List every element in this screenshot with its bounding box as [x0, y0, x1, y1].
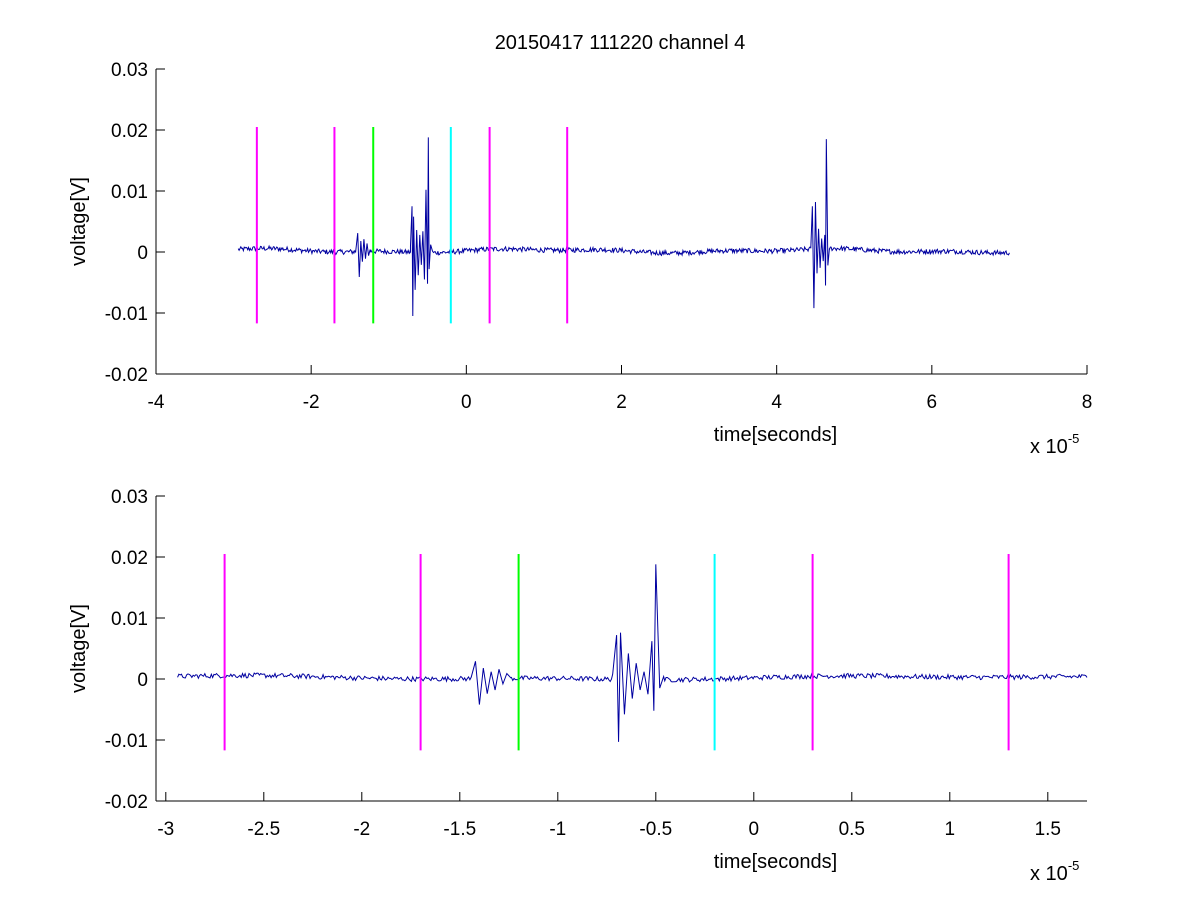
bottom-x-tick-label: -1	[549, 819, 566, 840]
bottom-x-tick-label: 0.5	[839, 819, 865, 840]
figure-title: 20150417 111220 channel 4	[495, 32, 746, 54]
axes-bottom: -3 -2.5 -2 -1.5 -1 -0.5 0 0.5 1 1.5 -0.02 -0.01 0 0.0…	[68, 487, 1088, 885]
bottom-x-axis-label: time[seconds]	[714, 851, 837, 873]
axes-top: -4 -2 0 2 4 6 8 -0.02 -0.01 0 0.01 0.02 0.03 time[sec…	[68, 60, 1092, 458]
top-y-tick-label: 0.02	[111, 121, 148, 142]
top-x-tick-label: -2	[303, 392, 320, 413]
top-signal-trace	[237, 137, 1010, 317]
top-x-tick-label: 2	[616, 392, 627, 413]
top-y-tick-label: 0	[137, 243, 148, 264]
bottom-x-tick-label: -2.5	[247, 819, 280, 840]
bottom-y-tick-label: 0.03	[111, 487, 148, 508]
bottom-signal-trace	[177, 564, 1088, 742]
top-y-tick-label: -0.02	[105, 365, 148, 386]
bottom-x-tick-label: 0	[749, 819, 760, 840]
bottom-x-tick-label: -2	[353, 819, 370, 840]
bottom-x-tick-label: 1	[945, 819, 956, 840]
top-x-axis-label: time[seconds]	[714, 424, 837, 446]
top-y-tick-label: -0.01	[105, 304, 148, 325]
top-x-multiplier-exponent: -5	[1068, 431, 1080, 446]
top-x-multiplier: x 10-5	[1030, 431, 1079, 458]
bottom-y-tick-label: 0.01	[111, 609, 148, 630]
bottom-y-axis-label: voltage[V]	[68, 604, 90, 693]
bottom-x-tick-label: 1.5	[1035, 819, 1061, 840]
bottom-y-tick-label: 0	[137, 670, 148, 691]
bottom-x-multiplier-exponent: -5	[1068, 858, 1080, 873]
bottom-x-multiplier-base: x 10	[1030, 863, 1068, 885]
top-y-tick-label: 0.01	[111, 182, 148, 203]
top-x-tick-label: 0	[461, 392, 472, 413]
top-x-tick-label: -4	[148, 392, 165, 413]
top-x-tick-label: 6	[927, 392, 938, 413]
top-y-axis-label: voltage[V]	[68, 177, 90, 266]
bottom-x-tick-label: -1.5	[443, 819, 476, 840]
bottom-y-tick-label: -0.02	[105, 792, 148, 813]
top-x-tick-label: 8	[1082, 392, 1093, 413]
bottom-x-multiplier: x 10-5	[1030, 858, 1079, 885]
top-x-multiplier-base: x 10	[1030, 436, 1068, 458]
bottom-y-tick-label: 0.02	[111, 548, 148, 569]
top-x-tick-label: 4	[771, 392, 782, 413]
bottom-y-tick-label: -0.01	[105, 731, 148, 752]
bottom-x-tick-label: -3	[157, 819, 174, 840]
top-y-tick-label: 0.03	[111, 60, 148, 81]
bottom-x-tick-label: -0.5	[639, 819, 672, 840]
